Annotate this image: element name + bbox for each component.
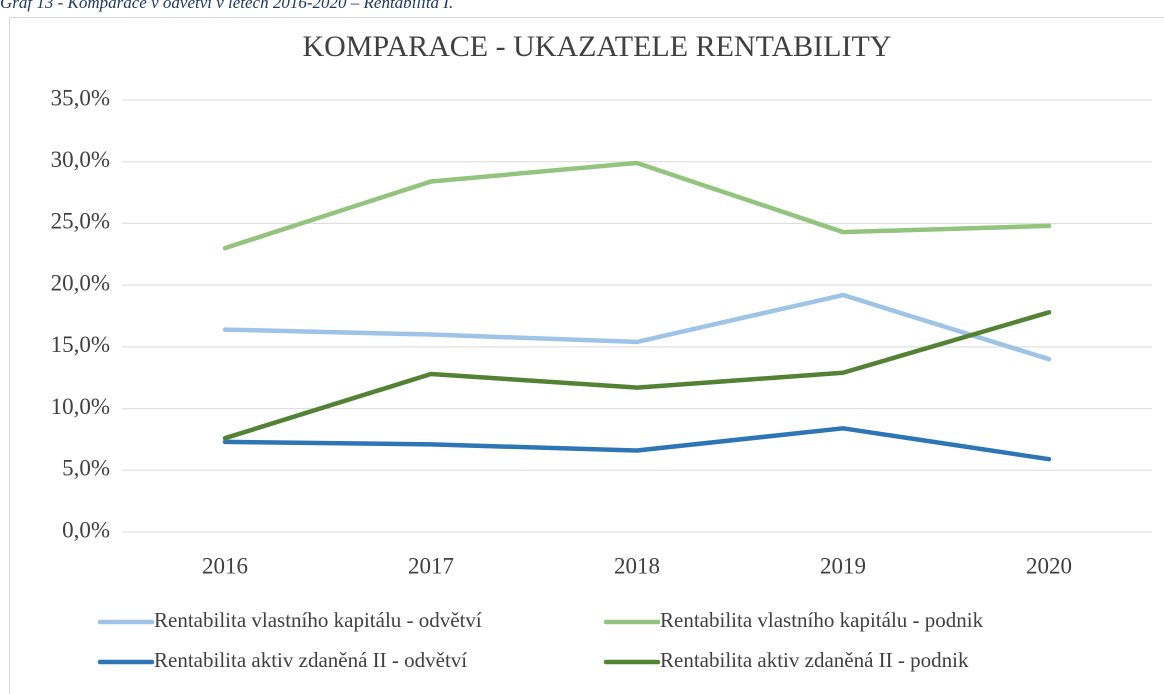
y-tick-label: 25,0% — [51, 209, 110, 234]
x-tick-label: 2020 — [1026, 553, 1072, 578]
y-tick-label: 0,0% — [62, 517, 110, 542]
y-tick-label: 5,0% — [62, 456, 110, 481]
x-tick-label: 2017 — [408, 553, 454, 578]
y-tick-label: 15,0% — [51, 332, 110, 357]
x-tick-label: 2016 — [202, 553, 248, 578]
series-line — [222, 310, 1052, 441]
x-tick-label: 2019 — [820, 553, 866, 578]
y-tick-label: 35,0% — [51, 85, 110, 110]
chart-frame — [9, 17, 1164, 694]
y-tick-label: 20,0% — [51, 270, 110, 295]
legend-label: Rentabilita aktiv zdaněná II - odvětví — [154, 648, 467, 672]
series-line — [222, 160, 1052, 251]
y-tick-label: 30,0% — [51, 147, 110, 172]
legend-label: Rentabilita vlastního kapitálu - podnik — [660, 608, 984, 632]
legend-label: Rentabilita vlastního kapitálu - odvětví — [154, 608, 482, 632]
chart-title: KOMPARACE - UKAZATELE RENTABILITY — [303, 30, 892, 63]
series-line — [222, 426, 1052, 462]
x-tick-label: 2018 — [614, 553, 660, 578]
caption: Graf 13 - Komparace v odvětví v letech 2… — [0, 0, 453, 12]
y-tick-label: 10,0% — [51, 394, 110, 419]
series-line — [222, 292, 1052, 362]
legend-label: Rentabilita aktiv zdaněná II - podnik — [660, 648, 969, 672]
